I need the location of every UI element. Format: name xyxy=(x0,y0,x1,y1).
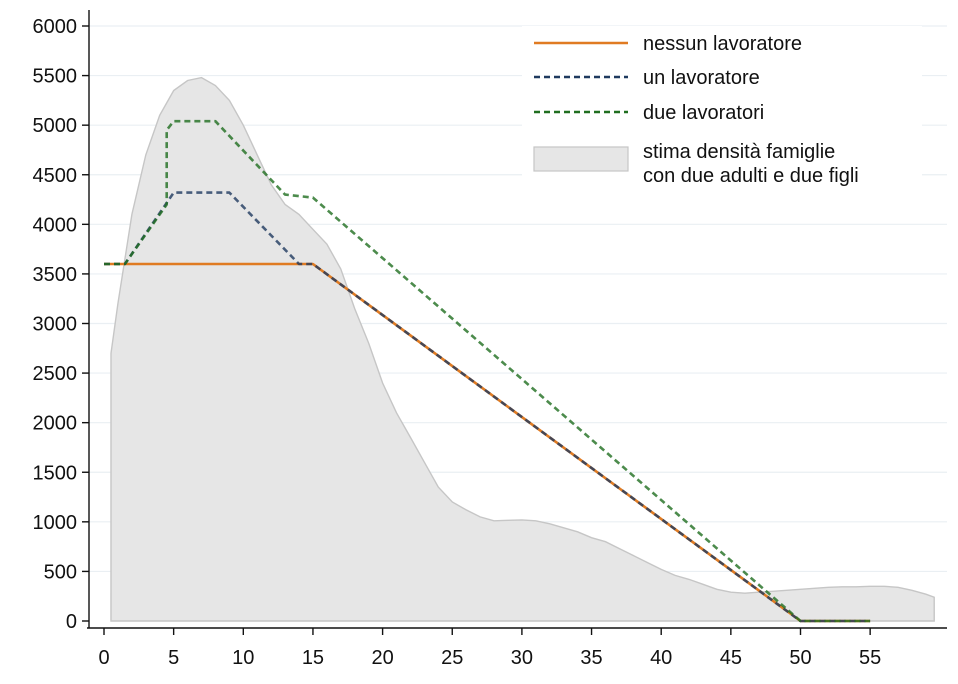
y-tick-label: 6000 xyxy=(33,16,78,38)
y-tick-label: 5000 xyxy=(33,115,78,137)
x-tick-label: 20 xyxy=(371,647,393,669)
y-tick-label: 1500 xyxy=(33,462,78,484)
y-tick-label: 2500 xyxy=(33,363,78,385)
x-tick-label: 30 xyxy=(511,647,533,669)
legend-label: nessun lavoratore xyxy=(643,33,802,55)
legend: nessun lavoratore un lavoratore due lavora… xyxy=(522,26,922,196)
y-tick-label: 2000 xyxy=(33,413,78,435)
x-tick-label: 35 xyxy=(580,647,602,669)
x-tick-label: 15 xyxy=(302,647,324,669)
x-tick-label: 10 xyxy=(232,647,254,669)
y-tick-label: 1000 xyxy=(33,512,78,534)
y-tick-label: 500 xyxy=(44,561,77,583)
x-tick-label: 55 xyxy=(859,647,881,669)
density-area xyxy=(110,76,935,622)
axes: 0500100015002000250030003500400045005000… xyxy=(33,10,947,669)
y-tick-label: 5500 xyxy=(33,66,78,88)
density-layer xyxy=(110,76,935,622)
legend-label-line: con due adulti e due figli xyxy=(643,165,859,187)
legend-label: due lavoratori xyxy=(643,102,764,124)
x-tick-label: 25 xyxy=(441,647,463,669)
legend-label-line: stima densità famiglie xyxy=(643,141,835,163)
x-tick-label: 5 xyxy=(168,647,179,669)
y-tick-label: 3500 xyxy=(33,264,78,286)
y-tick-label: 4500 xyxy=(33,165,78,187)
y-tick-label: 3000 xyxy=(33,314,78,336)
x-tick-label: 0 xyxy=(98,647,109,669)
y-tick-label: 0 xyxy=(66,611,77,633)
series-layer xyxy=(104,119,871,623)
legend-label: un lavoratore xyxy=(643,67,760,89)
legend-key-density xyxy=(533,146,629,172)
x-tick-label: 50 xyxy=(789,647,811,669)
x-tick-label: 40 xyxy=(650,647,672,669)
x-tick-label: 45 xyxy=(720,647,742,669)
series-line-2 xyxy=(104,119,871,623)
legend-label: stima densità famiglie con due adulti e d… xyxy=(643,141,859,187)
y-tick-label: 4000 xyxy=(33,214,78,236)
